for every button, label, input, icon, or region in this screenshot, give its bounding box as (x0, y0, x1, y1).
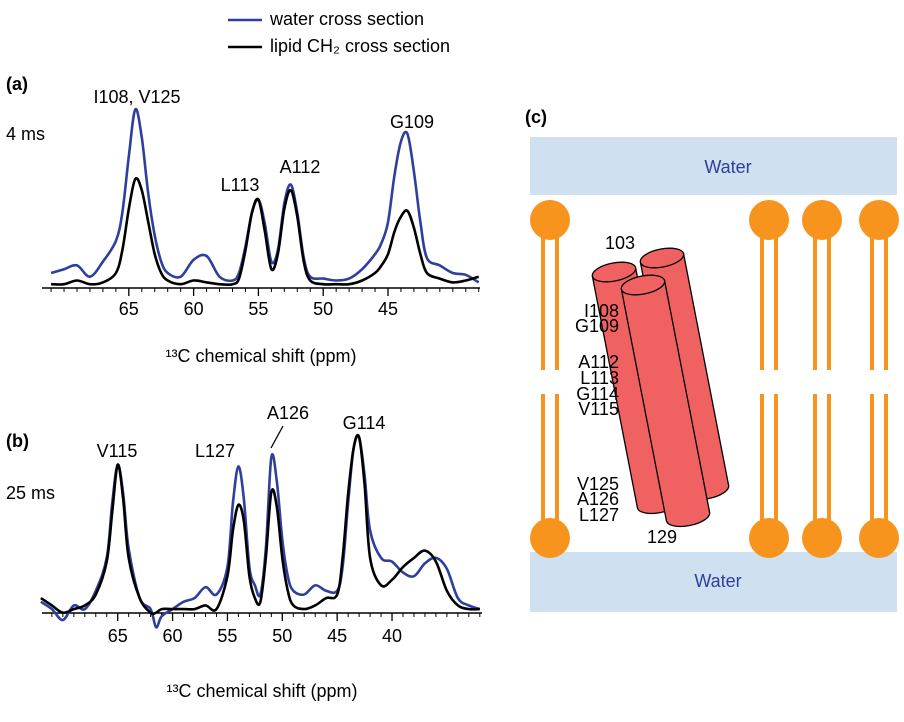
spectrum-line (41, 435, 480, 614)
x-tick-label: 65 (108, 626, 128, 646)
peak-label: L113 (221, 175, 260, 195)
x-axis-label: ¹³C chemical shift (ppm) (165, 346, 356, 366)
spectrum-line (51, 178, 479, 285)
panel-label: (a) (6, 74, 28, 94)
x-axis-label: ¹³C chemical shift (ppm) (166, 681, 357, 701)
lipid (749, 200, 789, 558)
x-tick-label: 50 (272, 626, 292, 646)
panel-label: (b) (6, 431, 29, 451)
x-tick-label: 60 (163, 626, 183, 646)
x-tick-label: 60 (184, 299, 204, 319)
spectrum-line (51, 109, 479, 282)
x-tick-label: 50 (313, 299, 333, 319)
water-label: Water (694, 571, 741, 591)
x-tick-label: 45 (378, 299, 398, 319)
peak-label: L127 (195, 441, 235, 461)
residue-label: 129 (647, 527, 677, 547)
residue-label: V115 (578, 399, 619, 419)
peak-label: G114 (343, 413, 386, 433)
peak-label: V115 (97, 441, 138, 461)
lipid (802, 200, 842, 558)
peak-pointer (271, 426, 283, 448)
legend-label: water cross section (269, 9, 424, 29)
residue-label: G109 (575, 316, 619, 336)
water-label: Water (704, 157, 751, 177)
peak-label: I108, V125 (93, 87, 180, 107)
peak-label: G109 (390, 112, 434, 132)
legend-label: lipid CH₂ cross section (270, 36, 450, 56)
panel-label: (c) (525, 107, 547, 127)
mixing-time: 4 ms (6, 124, 45, 144)
lipid (530, 200, 570, 558)
x-tick-label: 40 (382, 626, 402, 646)
figure: (c) Water Water 103I108G109A112L113G114V… (0, 0, 904, 722)
mixing-time: 25 ms (6, 483, 55, 503)
peak-label: A126 (267, 403, 309, 423)
x-tick-label: 45 (327, 626, 347, 646)
x-tick-label: 65 (119, 299, 139, 319)
residue-label: 103 (605, 233, 635, 253)
lipid (859, 200, 899, 558)
residue-label: L127 (579, 505, 619, 525)
peak-label: A112 (280, 157, 321, 177)
x-tick-label: 55 (248, 299, 268, 319)
x-tick-label: 55 (217, 626, 237, 646)
